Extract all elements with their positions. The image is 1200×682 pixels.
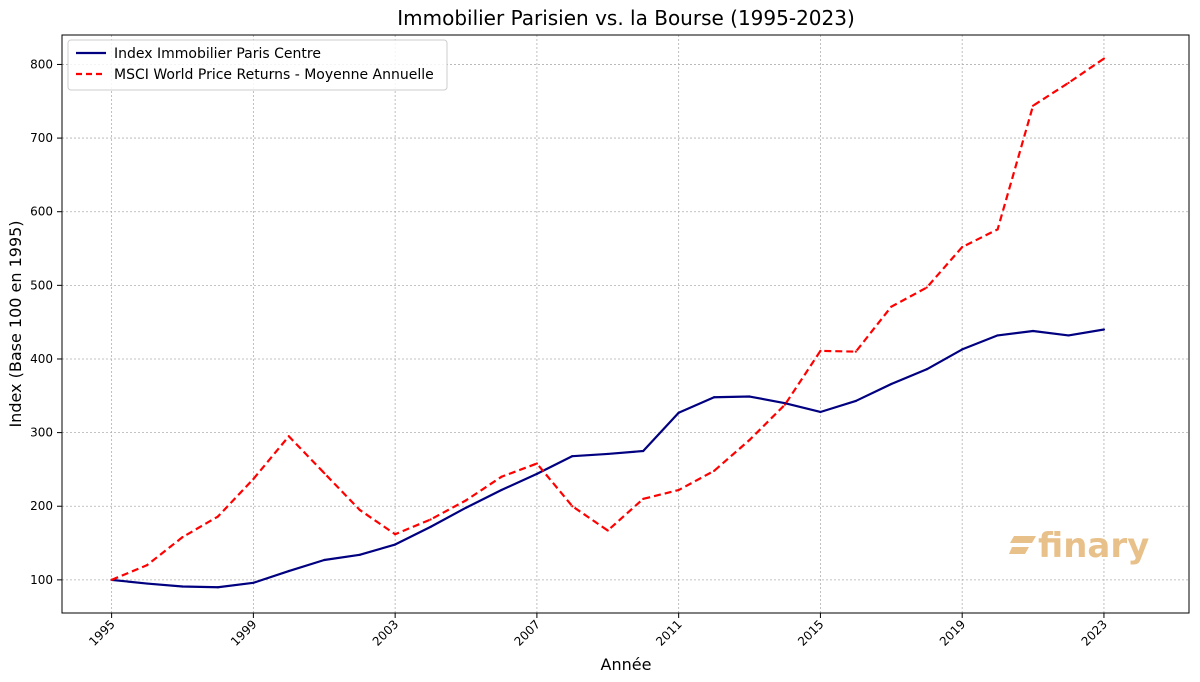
data-point (181, 536, 184, 539)
data-point (216, 586, 220, 589)
data-point (748, 395, 751, 398)
data-point (464, 499, 468, 502)
data-point (606, 529, 609, 532)
y-tick-label: 100 (30, 573, 53, 587)
data-point (429, 525, 432, 528)
data-point (819, 349, 822, 352)
data-point (535, 462, 538, 465)
data-point (1031, 104, 1035, 107)
data-point (287, 435, 290, 438)
data-point (394, 533, 397, 536)
y-tick-label: 400 (30, 352, 53, 366)
data-point (961, 348, 964, 351)
data-point (181, 585, 184, 588)
legend: Index Immobilier Paris Centre MSCI World… (67, 39, 448, 91)
chart-title: Immobilier Parisien vs. la Bourse (1995-… (397, 6, 855, 30)
data-point (783, 403, 787, 406)
y-tick-label: 300 (30, 426, 53, 440)
finary-logo-icon (1009, 536, 1036, 554)
x-axis-title: Année (601, 655, 652, 674)
plot-area-frame (61, 34, 1190, 614)
data-point (535, 472, 538, 475)
data-point (252, 477, 255, 481)
data-point (819, 410, 822, 414)
data-point (323, 558, 326, 562)
data-point (500, 475, 503, 478)
data-point (1031, 329, 1035, 333)
data-point (854, 350, 857, 353)
series-layer (110, 57, 1106, 589)
data-point (961, 245, 964, 249)
data-point (429, 518, 432, 521)
data-point (854, 399, 857, 403)
data-point (500, 488, 503, 492)
data-point (677, 411, 680, 414)
data-point (890, 305, 893, 308)
y-tick-label: 800 (30, 57, 53, 71)
data-point (145, 582, 149, 585)
data-point (606, 452, 609, 456)
data-point (925, 368, 928, 371)
grid (62, 35, 1189, 613)
data-point (252, 581, 255, 584)
y-axis-title: Index (Base 100 en 1995) (6, 220, 25, 427)
legend-label-immobilier: Index Immobilier Paris Centre (114, 46, 321, 62)
series-line (111, 57, 1105, 581)
watermark: finary (1009, 526, 1149, 566)
data-point (642, 497, 645, 500)
y-tick-label: 700 (30, 131, 53, 145)
data-point (1102, 57, 1106, 60)
data-point (287, 569, 290, 573)
watermark-text: finary (1038, 526, 1149, 566)
data-point (464, 506, 468, 509)
y-tick-label: 200 (30, 499, 53, 513)
data-point (996, 334, 999, 337)
data-point (571, 505, 574, 508)
data-point (216, 515, 220, 518)
data-point (1067, 334, 1070, 337)
series-msci-world (110, 57, 1106, 581)
data-point (677, 488, 680, 492)
data-point (748, 438, 751, 442)
data-point (571, 455, 574, 458)
y-tick-label: 600 (30, 205, 53, 219)
legend-label-msci: MSCI World Price Returns - Moyenne Annue… (114, 67, 434, 83)
data-point (358, 508, 361, 512)
data-point (642, 449, 645, 453)
data-point (713, 469, 716, 472)
data-point (713, 396, 716, 399)
data-point (394, 543, 397, 546)
data-point (358, 553, 361, 556)
legend-box (67, 39, 448, 91)
data-point (110, 578, 113, 581)
data-point (925, 286, 928, 289)
data-point (1102, 328, 1106, 331)
y-tick-label: 500 (30, 278, 53, 292)
data-point (323, 472, 326, 475)
data-point (1067, 81, 1070, 84)
data-point (890, 382, 893, 386)
data-point (996, 228, 999, 231)
data-point (145, 564, 149, 567)
